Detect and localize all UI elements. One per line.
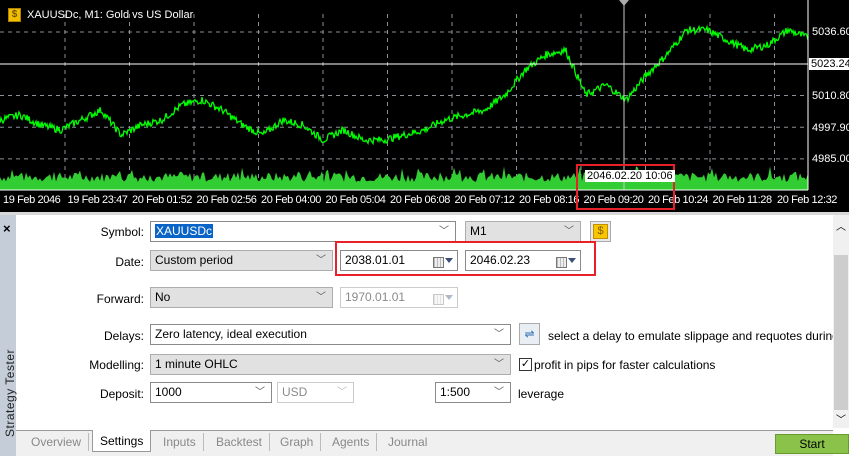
time-label: 20 Feb 11:28 xyxy=(712,194,773,206)
deposit-value: 1000 xyxy=(155,385,182,399)
calendar-icon xyxy=(433,292,453,305)
delays-label: Delays: xyxy=(103,329,144,343)
current-price-label: 5023.24 xyxy=(809,58,849,70)
scroll-down-icon[interactable]: ﹀ xyxy=(836,415,846,426)
dollar-icon: $ xyxy=(593,224,608,239)
chevron-down-icon: ﹀ xyxy=(316,292,326,303)
time-label: 20 Feb 02:56 xyxy=(196,194,257,206)
time-label: 20 Feb 09:20 xyxy=(583,194,644,206)
dollar-plus-icon: $ xyxy=(8,8,21,22)
chevron-down-icon: ﹀ xyxy=(494,329,504,340)
scroll-up-icon[interactable]: ︿ xyxy=(836,222,846,233)
forward-select[interactable]: No ﹀ xyxy=(150,287,333,308)
modelling-label: Modelling: xyxy=(89,358,144,372)
timeframe-value: M1 xyxy=(470,224,487,238)
start-button[interactable]: Start xyxy=(775,434,849,454)
time-label: 20 Feb 01:52 xyxy=(132,194,193,206)
time-label: 20 Feb 08:16 xyxy=(519,194,580,206)
time-label: 20 Feb 04:00 xyxy=(261,194,322,206)
tab-inputs[interactable]: Inputs xyxy=(156,433,204,451)
shift-marker-icon xyxy=(619,0,629,6)
volume-area xyxy=(0,166,808,190)
strategy-tester-panel: × Strategy Tester Symbol: XAUUSDc ﹀ M1 ﹀ $… xyxy=(0,212,849,456)
date-label: Date: xyxy=(115,255,144,269)
date-mode-select[interactable]: Custom period ﹀ xyxy=(150,250,333,271)
time-label: 20 Feb 06:08 xyxy=(390,194,451,206)
deposit-select[interactable]: 1000 ﹀ xyxy=(150,382,272,403)
delays-select[interactable]: Zero latency, ideal execution ﹀ xyxy=(150,324,511,345)
panel-title: Strategy Tester xyxy=(3,349,17,437)
scrollbar-thumb[interactable] xyxy=(834,255,848,410)
chevron-down-icon: ﹀ xyxy=(564,226,574,237)
leverage-value: 1:500 xyxy=(440,385,471,399)
time-label: 19 Feb 23:47 xyxy=(67,194,128,206)
date-mode-value: Custom period xyxy=(155,253,234,267)
forward-label: Forward: xyxy=(96,292,144,306)
chart-title: $ XAUUSDc, M1: Gold vs US Dollar xyxy=(8,8,193,22)
modelling-value: 1 minute OHLC xyxy=(155,357,238,371)
calendar-icon[interactable] xyxy=(433,255,453,268)
pips-checkbox[interactable]: ✓ xyxy=(519,358,532,371)
time-label: 20 Feb 12:32 xyxy=(777,194,838,206)
calendar-icon[interactable] xyxy=(556,255,576,268)
chart-title-text: XAUUSDc, M1: Gold vs US Dollar xyxy=(27,9,194,21)
modelling-select[interactable]: 1 minute OHLC ﹀ xyxy=(150,354,511,375)
close-icon[interactable]: × xyxy=(3,221,11,236)
forward-date-value: 1970.01.01 xyxy=(345,290,406,304)
price-label: 4985.00 xyxy=(812,153,849,165)
chevron-down-icon: ﹀ xyxy=(494,359,504,370)
currency-value: USD xyxy=(282,385,308,399)
chevron-down-icon: ﹀ xyxy=(255,387,265,398)
tab-agents[interactable]: Agents xyxy=(325,433,378,451)
time-label: 20 Feb 07:12 xyxy=(454,194,515,206)
symbol-value: XAUUSDc xyxy=(155,224,214,238)
date-from-picker[interactable]: 2038.01.01 xyxy=(340,250,458,271)
chart-canvas xyxy=(0,0,809,191)
symbol-properties-button[interactable]: $ xyxy=(590,221,611,242)
tab-bar: Overview Settings Inputs Backtest Graph … xyxy=(16,430,833,456)
highlight-box xyxy=(335,241,596,276)
tab-overview[interactable]: Overview xyxy=(24,433,90,451)
delays-value: Zero latency, ideal execution xyxy=(155,327,307,341)
crosshair-time-label: 2046.02.20 10:06 xyxy=(585,170,675,182)
price-label: 4997.90 xyxy=(812,122,849,134)
tab-backtest[interactable]: Backtest xyxy=(209,433,271,451)
chevron-down-icon: ﹀ xyxy=(316,255,326,266)
tab-settings[interactable]: Settings xyxy=(92,430,152,452)
forward-value: No xyxy=(155,290,171,304)
tab-journal[interactable]: Journal xyxy=(388,435,428,449)
symbol-select[interactable]: XAUUSDc ﹀ xyxy=(150,221,456,242)
time-label: 20 Feb 10:24 xyxy=(648,194,709,206)
forward-date-picker: 1970.01.01 xyxy=(340,287,458,308)
delay-settings-icon[interactable]: ⇌ xyxy=(519,323,540,345)
symbol-label: Symbol: xyxy=(100,225,144,239)
side-strip: × Strategy Tester xyxy=(0,215,17,456)
timeframe-select[interactable]: M1 ﹀ xyxy=(465,221,581,242)
delays-hint: select a delay to emulate slippage and r… xyxy=(548,329,849,343)
time-label: 20 Feb 05:04 xyxy=(325,194,386,206)
chevron-down-icon: ﹀ xyxy=(337,387,347,398)
pips-label: profit in pips for faster calculations xyxy=(534,358,716,372)
highlight-box xyxy=(576,164,675,210)
leverage-select[interactable]: 1:500 ﹀ xyxy=(435,382,511,403)
date-from-value: 2038.01.01 xyxy=(345,253,406,267)
price-line xyxy=(0,24,809,146)
deposit-label: Deposit: xyxy=(99,387,144,401)
vertical-scrollbar[interactable]: ︿ ﹀ xyxy=(833,215,849,428)
leverage-label: leverage xyxy=(518,387,565,401)
date-to-value: 2046.02.23 xyxy=(470,253,531,267)
price-chart[interactable]: $ XAUUSDc, M1: Gold vs US Dollar 5036.60 … xyxy=(0,0,849,212)
tab-graph[interactable]: Graph xyxy=(273,433,322,451)
price-label: 5010.80 xyxy=(812,90,849,102)
date-to-picker[interactable]: 2046.02.23 xyxy=(465,250,581,271)
currency-select: USD ﹀ xyxy=(277,382,354,403)
chevron-down-icon: ﹀ xyxy=(439,226,449,237)
chevron-down-icon: ﹀ xyxy=(494,387,504,398)
time-label: 19 Feb 2046 xyxy=(3,194,61,206)
price-label: 5036.60 xyxy=(812,26,849,38)
